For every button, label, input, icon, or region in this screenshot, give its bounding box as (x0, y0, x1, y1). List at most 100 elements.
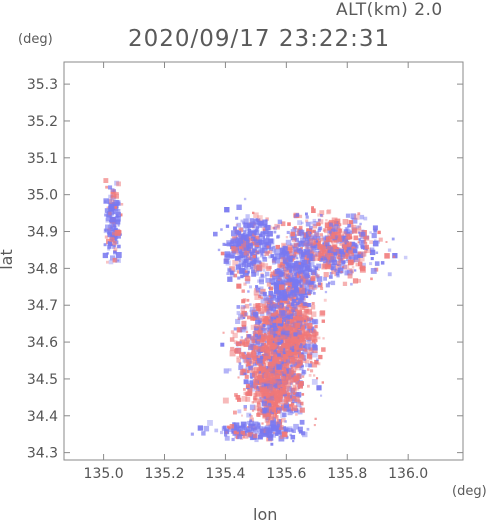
echo-cell (358, 231, 361, 234)
echo-cell (323, 228, 327, 232)
echo-cell (263, 396, 267, 399)
echo-cell (300, 319, 306, 325)
echo-cell (304, 249, 310, 255)
echo-cell (370, 268, 377, 274)
echo-cell (106, 260, 109, 264)
echo-cell (323, 276, 327, 281)
echo-cell (290, 231, 296, 237)
echo-cell (260, 253, 264, 258)
echo-cell (106, 206, 109, 209)
echo-cell (260, 397, 266, 403)
echo-cell (271, 282, 274, 286)
echo-cell (245, 237, 249, 241)
echo-cell (308, 374, 312, 377)
echo-cell (115, 200, 121, 206)
echo-cell (337, 232, 342, 236)
echo-cell (285, 239, 292, 246)
echo-cell (249, 218, 255, 223)
echo-cell (289, 248, 293, 253)
echo-cell (312, 271, 315, 275)
echo-cell (287, 277, 292, 282)
echo-cell (227, 276, 233, 282)
echo-cell (292, 384, 297, 389)
echo-cell (294, 345, 299, 350)
echo-cell (285, 236, 289, 239)
echo-cell (316, 358, 319, 361)
echo-cell (247, 243, 253, 249)
echo-cell (285, 340, 290, 346)
echo-cell (293, 242, 300, 249)
echo-cell (278, 272, 283, 278)
echo-cell (282, 243, 286, 247)
echo-cell (269, 383, 273, 386)
echo-cell (291, 429, 294, 433)
echo-cell (279, 360, 284, 365)
echo-cell (108, 185, 113, 190)
echo-cell (267, 312, 272, 317)
echo-cell (282, 377, 288, 383)
echo-cell (352, 248, 358, 253)
echo-cell (291, 275, 297, 281)
echo-cell (229, 270, 234, 275)
echo-cell (281, 367, 285, 371)
echo-cell (342, 250, 349, 257)
echo-cell (359, 222, 362, 226)
echo-cell (289, 345, 295, 351)
echo-cell (308, 268, 312, 272)
echo-cell (266, 282, 271, 287)
echo-cell (233, 431, 237, 435)
echo-cell (271, 434, 274, 437)
echo-cell (230, 346, 235, 352)
echo-cell (294, 228, 299, 233)
echo-cell (225, 431, 228, 434)
echo-cell (264, 418, 270, 423)
echo-cell (274, 383, 280, 390)
echo-cell (238, 249, 242, 253)
echo-cell (260, 391, 264, 394)
echo-cell (349, 256, 356, 263)
echo-cell (312, 253, 316, 257)
echo-cell (224, 435, 230, 441)
echo-cell (229, 271, 235, 277)
echo-cell (312, 236, 317, 241)
echo-cell (240, 421, 247, 428)
echo-cell (281, 418, 286, 423)
echo-cell (288, 403, 292, 407)
echo-cell (314, 230, 320, 236)
timestamp: 2020/09/17 23:22:31 (128, 26, 391, 52)
echo-cell (250, 351, 257, 357)
echo-cell (239, 363, 242, 366)
echo-cell (262, 324, 266, 327)
echo-cell (309, 235, 314, 241)
echo-cell (343, 252, 346, 255)
echo-cell (361, 262, 366, 268)
echo-cell (285, 397, 290, 402)
echo-cell (238, 227, 244, 233)
echo-cell (258, 295, 262, 299)
echo-cell (253, 324, 258, 329)
echo-cell (241, 426, 245, 429)
echo-cell (240, 430, 245, 436)
echo-cell (256, 375, 262, 381)
echo-cell (327, 226, 331, 231)
echo-cell (115, 238, 118, 241)
echo-cell (251, 271, 257, 277)
echo-cell (116, 233, 121, 239)
echo-cell (264, 317, 269, 322)
echo-cell (252, 355, 257, 360)
echo-cell (245, 214, 250, 219)
echo-cell (311, 334, 317, 341)
echo-cell (282, 431, 288, 438)
echo-cell (272, 325, 279, 332)
echo-cell (109, 220, 114, 226)
echo-cell (250, 376, 253, 380)
echo-cell (311, 379, 318, 385)
echo-cell (299, 419, 305, 425)
echo-cell (314, 417, 317, 420)
echo-cell (262, 257, 268, 262)
echo-cell (267, 230, 273, 237)
echo-cell (269, 246, 274, 251)
echo-cell (346, 242, 352, 248)
echo-cell (290, 387, 297, 394)
echo-cell (294, 289, 300, 296)
